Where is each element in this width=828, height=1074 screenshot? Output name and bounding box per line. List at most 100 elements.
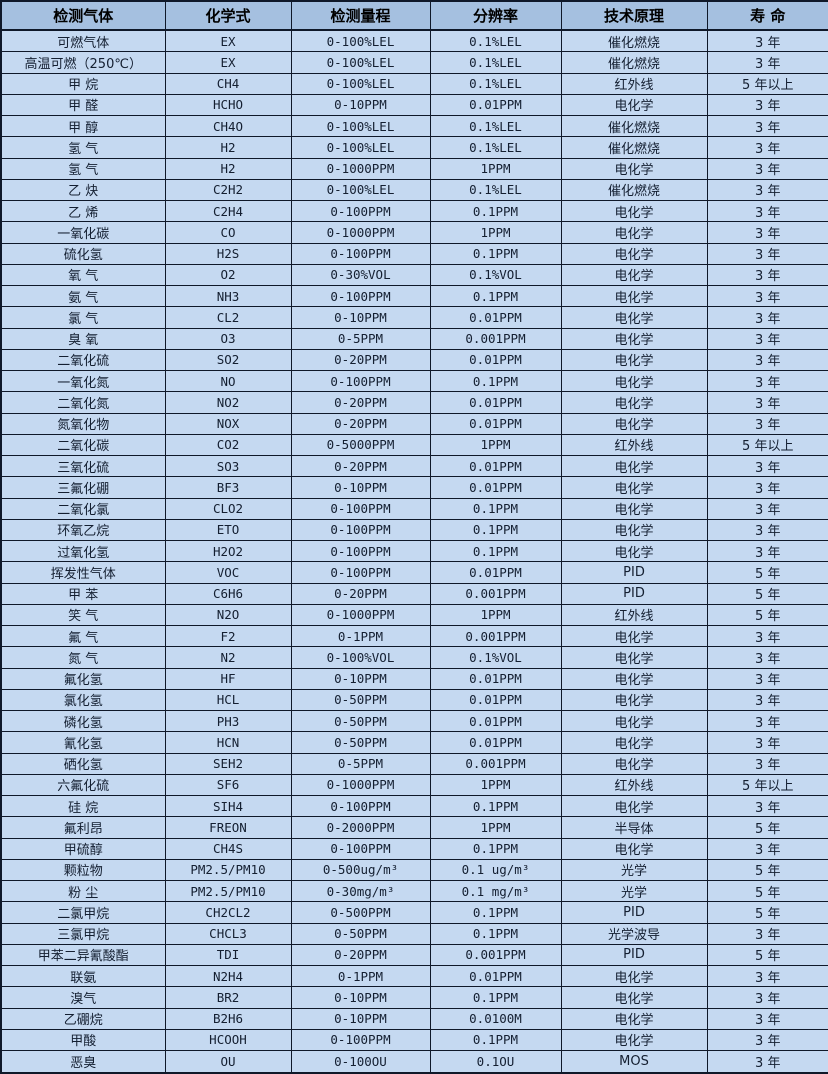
cell-range: 0-50PPM bbox=[290, 922, 431, 945]
cell-gas: 二氧化氯 bbox=[0, 497, 166, 520]
table-row: 氢 气 H2 0-1000PPM 1PPM 电化学 3 年 bbox=[0, 157, 828, 180]
cell-range: 0-100%LEL bbox=[290, 51, 431, 74]
cell-range: 0-10PPM bbox=[290, 667, 431, 690]
cell-principle: 催化燃烧 bbox=[560, 115, 708, 138]
cell-range: 0-10PPM bbox=[290, 93, 431, 117]
cell-lifespan: 3 年 bbox=[706, 646, 828, 669]
cell-principle: 电化学 bbox=[560, 285, 708, 308]
cell-principle: 红外线 bbox=[560, 773, 708, 797]
cell-gas: 甲 苯 bbox=[0, 582, 166, 605]
table-row: 氮氧化物 NOX 0-20PPM 0.01PPM 电化学 3 年 bbox=[0, 412, 828, 435]
cell-gas: 甲 醇 bbox=[0, 115, 166, 138]
cell-formula: NO bbox=[164, 370, 292, 393]
table-row: 硫化氢 H2S 0-100PPM 0.1PPM 电化学 3 年 bbox=[0, 242, 828, 265]
cell-resolution: 1PPM bbox=[429, 157, 562, 180]
cell-principle: 光学 bbox=[560, 880, 708, 903]
cell-gas: 二氧化碳 bbox=[0, 433, 166, 457]
cell-formula: H2 bbox=[164, 136, 292, 159]
cell-lifespan: 3 年 bbox=[706, 837, 828, 860]
cell-formula: B2H6 bbox=[164, 1007, 292, 1030]
cell-gas: 可燃气体 bbox=[0, 29, 166, 53]
cell-formula: EX bbox=[164, 51, 292, 74]
cell-range: 0-2000PPM bbox=[290, 816, 431, 839]
cell-range: 0-100%LEL bbox=[290, 136, 431, 159]
cell-formula: EX bbox=[164, 29, 292, 53]
cell-resolution: 0.1PPM bbox=[429, 242, 562, 265]
cell-resolution: 1PPM bbox=[429, 773, 562, 797]
cell-range: 0-100PPM bbox=[290, 242, 431, 265]
column-header-principle: 技术原理 bbox=[560, 0, 708, 31]
cell-resolution: 0.001PPM bbox=[429, 752, 562, 775]
cell-gas: 硅 烷 bbox=[0, 795, 166, 818]
cell-principle: 电化学 bbox=[560, 518, 708, 542]
cell-principle: 电化学 bbox=[560, 965, 708, 988]
cell-lifespan: 5 年 bbox=[706, 561, 828, 584]
cell-range: 0-20PPM bbox=[290, 412, 431, 435]
cell-principle: 电化学 bbox=[560, 625, 708, 648]
cell-range: 0-100%LEL bbox=[290, 178, 431, 202]
cell-principle: 电化学 bbox=[560, 1007, 708, 1030]
cell-lifespan: 3 年 bbox=[706, 263, 828, 287]
cell-lifespan: 3 年 bbox=[706, 710, 828, 733]
cell-resolution: 0.01PPM bbox=[429, 348, 562, 372]
cell-range: 0-20PPM bbox=[290, 391, 431, 414]
table-row: 甲 烷 CH4 0-100%LEL 0.1%LEL 红外线 5 年以上 bbox=[0, 72, 828, 95]
cell-resolution: 0.01PPM bbox=[429, 710, 562, 733]
table-row: 三氯甲烷 CHCL3 0-50PPM 0.1PPM 光学波导 3 年 bbox=[0, 922, 828, 945]
cell-gas: 氢 气 bbox=[0, 136, 166, 159]
table-row: 氟 气 F2 0-1PPM 0.001PPM 电化学 3 年 bbox=[0, 625, 828, 648]
cell-range: 0-20PPM bbox=[290, 582, 431, 605]
cell-range: 0-100PPM bbox=[290, 285, 431, 308]
cell-formula: PM2.5/PM10 bbox=[164, 858, 292, 882]
cell-gas: 乙硼烷 bbox=[0, 1007, 166, 1030]
cell-resolution: 0.01PPM bbox=[429, 731, 562, 754]
table-row: 颗粒物 PM2.5/PM10 0-500ug/m³ 0.1 ug/m³ 光学 5 年 bbox=[0, 858, 828, 882]
cell-gas: 恶臭 bbox=[0, 1050, 166, 1074]
cell-principle: 电化学 bbox=[560, 540, 708, 563]
cell-formula: SO2 bbox=[164, 348, 292, 372]
cell-principle: 电化学 bbox=[560, 837, 708, 860]
cell-range: 0-5000PPM bbox=[290, 433, 431, 457]
cell-resolution: 0.1PPM bbox=[429, 540, 562, 563]
cell-range: 0-20PPM bbox=[290, 348, 431, 372]
cell-lifespan: 5 年 bbox=[706, 582, 828, 605]
cell-range: 0-5PPM bbox=[290, 327, 431, 350]
cell-gas: 甲酸 bbox=[0, 1028, 166, 1052]
cell-lifespan: 3 年 bbox=[706, 348, 828, 372]
cell-range: 0-10PPM bbox=[290, 476, 431, 499]
cell-gas: 甲 烷 bbox=[0, 72, 166, 95]
table-row: 二氧化氮 NO2 0-20PPM 0.01PPM 电化学 3 年 bbox=[0, 391, 828, 414]
cell-lifespan: 3 年 bbox=[706, 29, 828, 53]
cell-lifespan: 3 年 bbox=[706, 412, 828, 435]
cell-principle: 电化学 bbox=[560, 795, 708, 818]
table-row: 六氟化硫 SF6 0-1000PPM 1PPM 红外线 5 年以上 bbox=[0, 773, 828, 797]
cell-gas: 二氯甲烷 bbox=[0, 901, 166, 924]
cell-lifespan: 3 年 bbox=[706, 1007, 828, 1030]
cell-formula: O2 bbox=[164, 263, 292, 287]
table-row: 过氧化氢 H2O2 0-100PPM 0.1PPM 电化学 3 年 bbox=[0, 540, 828, 563]
cell-principle: 电化学 bbox=[560, 263, 708, 287]
cell-formula: HF bbox=[164, 667, 292, 690]
cell-formula: N2 bbox=[164, 646, 292, 669]
cell-resolution: 0.01PPM bbox=[429, 391, 562, 414]
table-row: 甲 苯 C6H6 0-20PPM 0.001PPM PID 5 年 bbox=[0, 582, 828, 605]
cell-lifespan: 3 年 bbox=[706, 1050, 828, 1074]
cell-principle: 光学波导 bbox=[560, 922, 708, 945]
cell-formula: CH4 bbox=[164, 72, 292, 95]
table-row: 甲酸 HCOOH 0-100PPM 0.1PPM 电化学 3 年 bbox=[0, 1028, 828, 1052]
cell-principle: 红外线 bbox=[560, 433, 708, 457]
cell-range: 0-10PPM bbox=[290, 1007, 431, 1030]
header-row: 检测气体 化学式 检测量程 分辨率 技术原理 寿 命 bbox=[0, 0, 828, 31]
cell-range: 0-1000PPM bbox=[290, 773, 431, 797]
cell-resolution: 0.1PPM bbox=[429, 200, 562, 223]
cell-gas: 六氟化硫 bbox=[0, 773, 166, 797]
cell-resolution: 0.1PPM bbox=[429, 285, 562, 308]
cell-lifespan: 5 年以上 bbox=[706, 433, 828, 457]
cell-lifespan: 5 年以上 bbox=[706, 72, 828, 95]
cell-principle: 电化学 bbox=[560, 242, 708, 265]
cell-range: 0-500PPM bbox=[290, 901, 431, 924]
table-row: 甲 醇 CH4O 0-100%LEL 0.1%LEL 催化燃烧 3 年 bbox=[0, 115, 828, 138]
cell-formula: CH2CL2 bbox=[164, 901, 292, 924]
cell-resolution: 0.1 ug/m³ bbox=[429, 858, 562, 882]
table-row: 乙 炔 C2H2 0-100%LEL 0.1%LEL 催化燃烧 3 年 bbox=[0, 178, 828, 202]
